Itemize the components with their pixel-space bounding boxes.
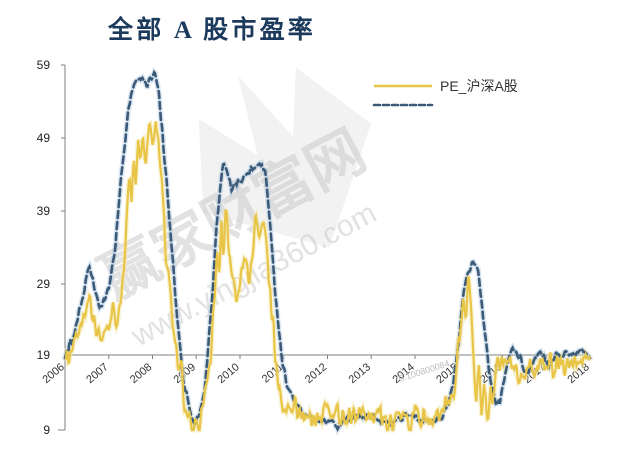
svg-text:29: 29: [37, 277, 51, 291]
svg-text:19: 19: [37, 348, 51, 362]
svg-text:2012: 2012: [303, 361, 329, 386]
svg-text:9: 9: [43, 423, 50, 437]
svg-text:2010: 2010: [215, 361, 241, 386]
svg-text:2013: 2013: [347, 361, 373, 386]
svg-text:PE_沪深A股: PE_沪深A股: [440, 78, 518, 94]
svg-text:59: 59: [37, 58, 51, 72]
svg-text:2006: 2006: [40, 361, 66, 386]
svg-text:2007: 2007: [84, 361, 110, 386]
svg-text:39: 39: [37, 204, 51, 218]
svg-text:49: 49: [37, 131, 51, 145]
svg-text:2008: 2008: [128, 361, 154, 386]
